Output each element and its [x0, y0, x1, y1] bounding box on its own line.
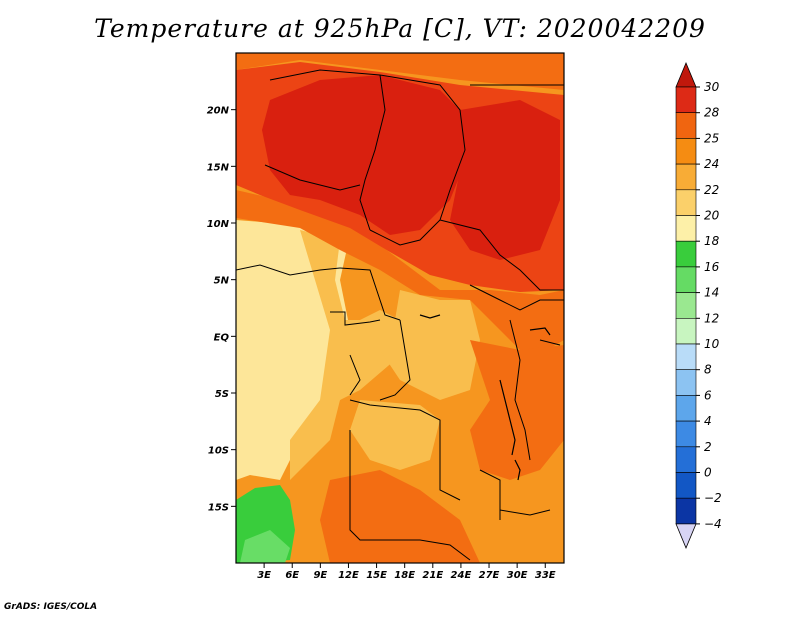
colorbar-segment — [675, 215, 697, 242]
lon-tick-label: 30E — [507, 570, 528, 581]
lat-tick-label: 15N — [207, 162, 230, 173]
colorbar-segment — [675, 240, 697, 268]
field-30-sudan — [450, 100, 560, 260]
colorbar-segment — [675, 138, 697, 165]
colorbar-label: 18 — [704, 234, 720, 248]
colorbar-label: −4 — [704, 517, 722, 531]
lon-tick-label: 27E — [479, 570, 500, 581]
country-borders — [236, 69, 564, 561]
colorbar-bottom-triangle — [675, 523, 697, 549]
lat-tick-label: 10S — [208, 446, 229, 457]
colorbar-label: 22 — [704, 183, 719, 197]
colorbar-segment — [675, 343, 697, 371]
lon-tick-label: 21E — [422, 570, 443, 581]
colorbar-label: 14 — [704, 286, 719, 300]
colorbar-segment — [675, 395, 697, 422]
lat-tick-label: 15S — [208, 502, 229, 513]
map-title: Temperature at 925hPa [C], VT: 202004220… — [94, 14, 706, 43]
colorbar-segment — [675, 317, 697, 345]
lat-tick-label: 5S — [215, 389, 229, 400]
field-25-north — [236, 53, 564, 90]
lon-tick-label: 33E — [535, 570, 556, 581]
colorbar-segment — [675, 446, 697, 473]
colorbar-segment — [675, 369, 697, 396]
field-30-sahel — [262, 75, 470, 235]
field-25-band — [236, 190, 564, 360]
lat-tick-label: 10N — [207, 219, 230, 230]
lon-tick-label: 15E — [366, 570, 387, 581]
colorbar-segment — [675, 86, 697, 114]
field-22-angola — [350, 400, 440, 470]
latitude-axis: 20N 15N 10N 5N EQ 5S 10S 15S — [207, 106, 236, 513]
lakes — [419, 314, 551, 481]
colorbar-label: 24 — [704, 157, 719, 171]
colorbar-label: 2 — [704, 440, 712, 454]
colorbar-segment — [675, 189, 697, 216]
colorbar-segment — [675, 266, 697, 293]
field-25-east — [470, 340, 564, 480]
longitude-axis: 3E 6E 9E 12E 15E 18E 21E 24E 27E 30E 33E — [257, 563, 556, 581]
colorbar-segment — [675, 497, 697, 525]
colorbar-segment — [675, 472, 697, 499]
colorbar-segment — [675, 112, 697, 139]
colorbar-top-triangle — [675, 61, 697, 88]
colorbar-segment — [675, 163, 697, 191]
lon-tick-label: 18E — [394, 570, 415, 581]
colorbar-label: 20 — [704, 209, 720, 223]
temperature-field — [236, 53, 564, 563]
lon-tick-label: 24E — [451, 570, 472, 581]
field-22-west — [290, 230, 400, 480]
colorbar-label: 0 — [704, 466, 712, 480]
lat-tick-label: 5N — [214, 276, 230, 287]
lon-tick-label: 9E — [313, 570, 327, 581]
colorbar-label: 12 — [704, 311, 719, 325]
lon-tick-label: 12E — [338, 570, 359, 581]
colorbar-segment — [675, 292, 697, 319]
lon-tick-label: 3E — [257, 570, 271, 581]
field-16 — [240, 530, 290, 563]
map-frame — [235, 52, 565, 564]
colorbar-label: 10 — [704, 337, 720, 351]
colorbar-label: 28 — [704, 106, 720, 120]
colorbar-label: 25 — [704, 131, 719, 145]
colorbar-label: 30 — [704, 80, 720, 94]
colorbar-label: −2 — [704, 491, 722, 505]
credit-label: GrADS: IGES/COLA — [4, 602, 98, 612]
lon-tick-label: 6E — [285, 570, 299, 581]
colorbar-label: 4 — [704, 414, 712, 428]
lat-tick-label: EQ — [214, 332, 230, 343]
lat-tick-label: 20N — [207, 106, 230, 117]
colorbar-segment — [675, 420, 697, 448]
colorbar-label: 8 — [704, 363, 712, 377]
field-22-congo — [380, 290, 480, 400]
colorbar-label: 6 — [704, 388, 712, 402]
colorbar-label: 16 — [704, 260, 720, 274]
